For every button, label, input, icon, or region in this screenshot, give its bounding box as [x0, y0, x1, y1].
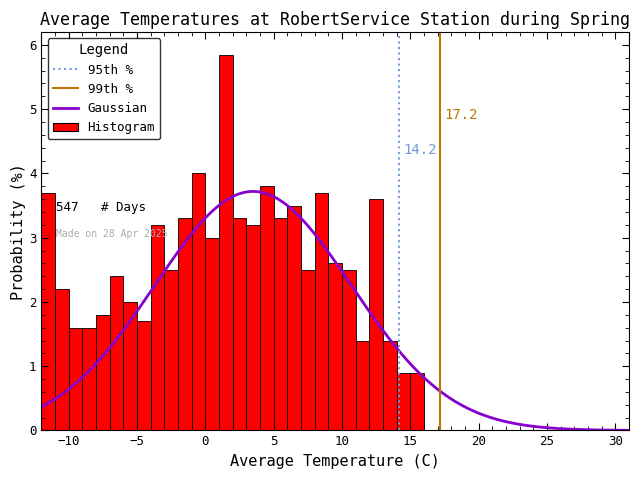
Bar	[246, 225, 260, 431]
Bar	[342, 270, 356, 431]
Bar	[301, 270, 315, 431]
Text: Made on 28 Apr 2025: Made on 28 Apr 2025	[56, 229, 168, 239]
Bar	[219, 55, 232, 431]
Bar	[410, 372, 424, 431]
Bar	[383, 340, 397, 431]
Bar	[191, 173, 205, 431]
Bar	[369, 199, 383, 431]
Bar	[178, 218, 191, 431]
Bar	[164, 270, 178, 431]
Bar	[356, 340, 369, 431]
Text: 547   # Days: 547 # Days	[56, 202, 146, 215]
Y-axis label: Probability (%): Probability (%)	[11, 163, 26, 300]
Bar	[96, 315, 109, 431]
Bar	[137, 321, 150, 431]
Bar	[397, 372, 410, 431]
Bar	[109, 276, 124, 431]
Bar	[68, 328, 83, 431]
Title: Average Temperatures at RobertService Station during Spring: Average Temperatures at RobertService St…	[40, 11, 630, 29]
Bar	[328, 264, 342, 431]
Bar	[124, 302, 137, 431]
Text: 14.2: 14.2	[403, 143, 437, 157]
Bar	[83, 328, 96, 431]
X-axis label: Average Temperature (C): Average Temperature (C)	[230, 454, 440, 469]
Bar	[315, 192, 328, 431]
Bar	[55, 289, 68, 431]
Bar	[273, 218, 287, 431]
Bar	[287, 205, 301, 431]
Bar	[41, 192, 55, 431]
Text: 17.2: 17.2	[444, 108, 478, 122]
Bar	[232, 218, 246, 431]
Legend: 95th %, 99th %, Gaussian, Histogram: 95th %, 99th %, Gaussian, Histogram	[47, 38, 160, 139]
Bar	[150, 225, 164, 431]
Bar	[205, 238, 219, 431]
Bar	[260, 186, 273, 431]
